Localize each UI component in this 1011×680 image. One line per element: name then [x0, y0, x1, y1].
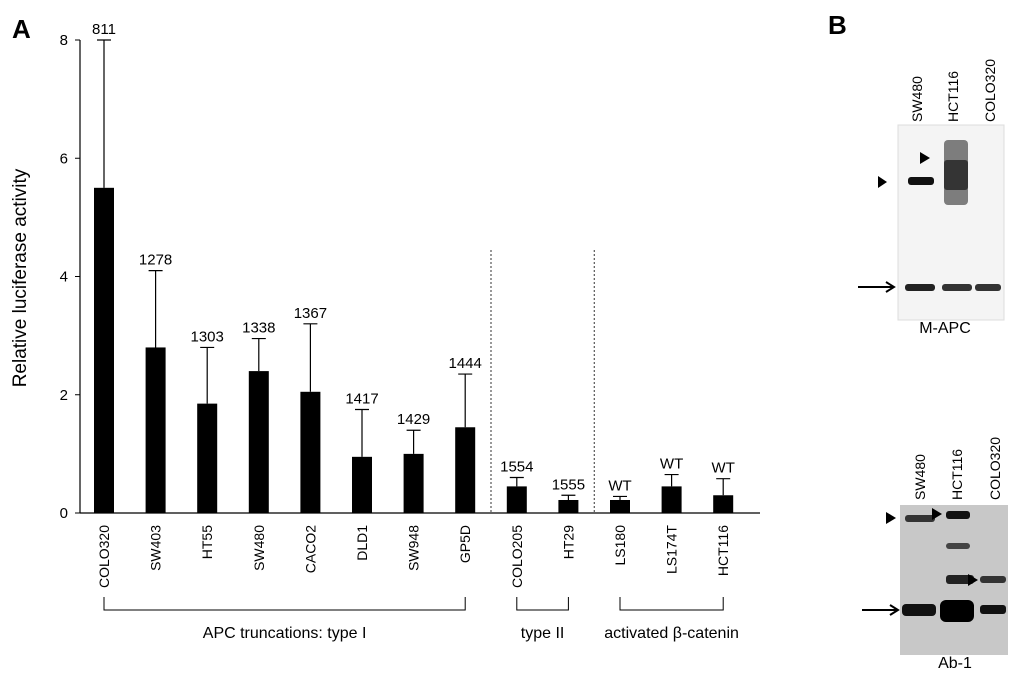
antibody-label: Ab-1 [938, 655, 972, 672]
error-bar [665, 475, 679, 487]
bar-annotation: WT [712, 460, 735, 477]
error-bar [407, 430, 421, 454]
lane-label: COLO320 [987, 437, 1003, 500]
lane-label: HCT116 [945, 71, 961, 122]
y-tick-label: 4 [60, 269, 68, 286]
bar-annotation: 1555 [552, 476, 585, 493]
error-bar [458, 374, 472, 427]
group-label: APC truncations: type I [203, 625, 367, 642]
bar [300, 392, 320, 513]
x-tick-label: HCT116 [715, 525, 731, 576]
panel-label: B [828, 10, 847, 40]
y-tick-label: 8 [60, 32, 68, 49]
x-tick-label: COLO320 [96, 525, 112, 588]
bar-annotation: WT [608, 477, 631, 494]
x-tick-label: CACO2 [302, 525, 318, 573]
bar [507, 486, 527, 513]
group-bracket [517, 597, 569, 610]
bar [455, 427, 475, 513]
bar-annotation: 811 [92, 21, 116, 38]
band [980, 605, 1006, 614]
band [908, 177, 934, 185]
x-tick-label: COLO205 [509, 525, 525, 588]
x-tick-label: GP5D [457, 525, 473, 563]
group-label: activated β-catenin [604, 625, 739, 642]
bar [662, 486, 682, 513]
panel-label: A [12, 14, 31, 44]
lane-label: HCT116 [949, 449, 965, 500]
y-tick-label: 0 [60, 505, 68, 522]
bar [713, 495, 733, 513]
group-label: type II [521, 625, 565, 642]
arrowhead [878, 176, 887, 188]
band [944, 160, 968, 190]
error-bar [613, 496, 627, 500]
group-bracket [620, 597, 723, 610]
error-bar [355, 410, 369, 457]
bar [146, 347, 166, 513]
bar-annotation: 1303 [191, 328, 224, 345]
x-tick-label: SW403 [148, 525, 164, 571]
band [946, 543, 970, 549]
bar [197, 404, 217, 513]
band [902, 604, 936, 616]
band [905, 284, 935, 291]
arrow [858, 282, 894, 292]
bar-annotation: 1429 [397, 411, 430, 428]
bar-annotation: 1444 [449, 355, 482, 372]
x-tick-label: SW480 [251, 525, 267, 571]
lane-label: SW480 [909, 76, 925, 122]
y-tick-label: 6 [60, 150, 68, 167]
error-bar [716, 479, 730, 496]
error-bar [510, 478, 524, 487]
error-bar [200, 347, 214, 403]
band [946, 511, 970, 519]
x-tick-label: HT55 [199, 525, 215, 559]
error-bar [561, 495, 575, 500]
band [942, 284, 972, 291]
bar-annotation: 1278 [139, 252, 172, 269]
x-tick-label: LS180 [612, 525, 628, 566]
bar-annotation: 1338 [242, 320, 275, 337]
error-bar [97, 40, 111, 188]
x-tick-label: HT29 [560, 525, 576, 559]
arrowhead [886, 512, 896, 524]
x-tick-label: SW948 [406, 525, 422, 571]
band [980, 576, 1006, 583]
lane-label: COLO320 [982, 59, 998, 122]
band [940, 600, 974, 622]
bar-annotation: 1367 [294, 305, 327, 322]
bar [404, 454, 424, 513]
bar [610, 500, 630, 513]
bar-annotation: 1554 [500, 459, 533, 476]
error-bar [252, 339, 266, 372]
figure: A Relative luciferase activity B 0 2 4 6 8 CO… [0, 0, 1011, 675]
antibody-label: M-APC [919, 320, 971, 337]
band [905, 515, 935, 522]
bar-annotation: 1417 [345, 391, 378, 408]
blot-m-apc [858, 125, 1004, 320]
x-tick-label: LS174T [664, 525, 680, 574]
arrow [862, 605, 898, 615]
error-bar [149, 271, 163, 348]
y-axis-label: Relative luciferase activity [10, 168, 31, 387]
bar [352, 457, 372, 513]
band [975, 284, 1001, 291]
bar-annotation: WT [660, 456, 683, 473]
x-tick-label: DLD1 [354, 525, 370, 561]
lane-label: SW480 [912, 454, 928, 500]
group-bracket [104, 597, 465, 610]
bar [558, 500, 578, 513]
error-bar [303, 324, 317, 392]
bar [249, 371, 269, 513]
blot-ab-1 [862, 505, 1008, 655]
bar [94, 188, 114, 513]
y-tick-label: 2 [60, 387, 68, 404]
